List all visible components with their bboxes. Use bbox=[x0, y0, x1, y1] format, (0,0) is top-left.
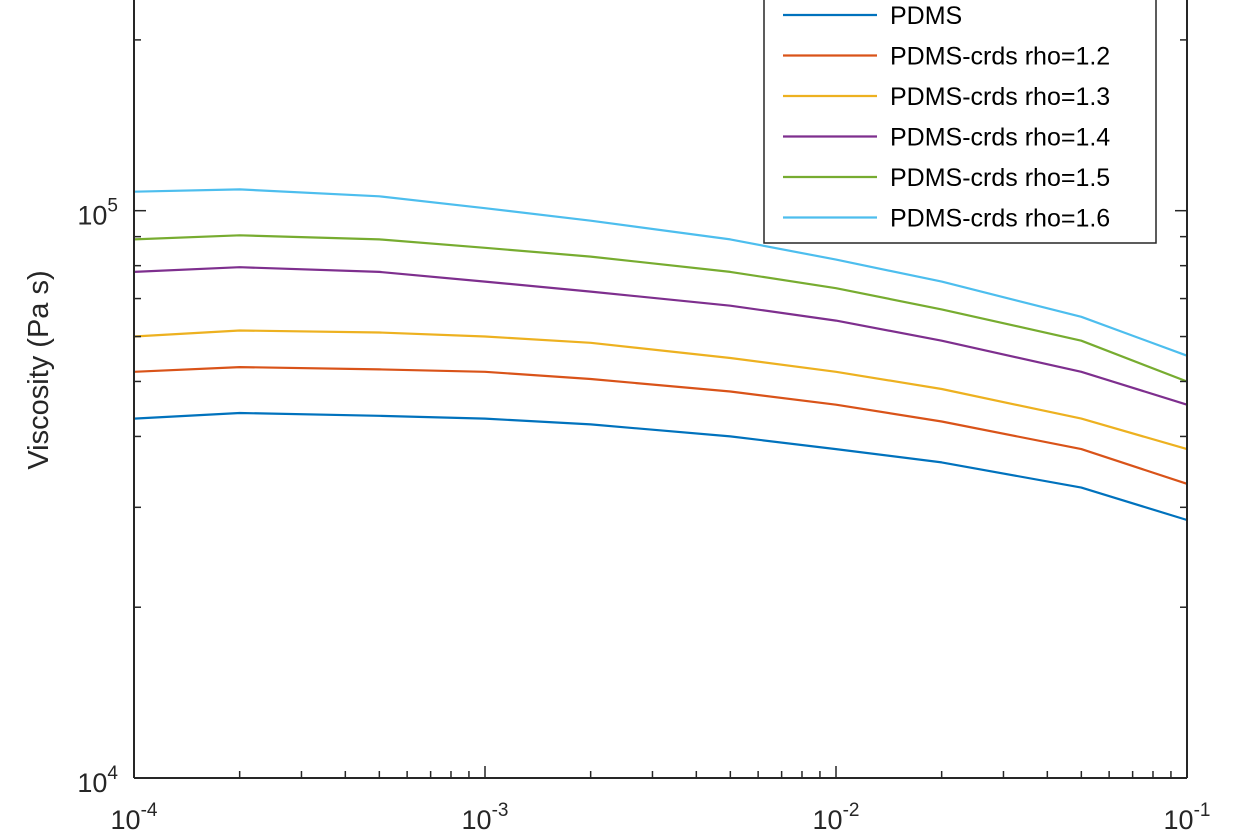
legend-box bbox=[763, 0, 1157, 244]
legend-label-1: PDMS bbox=[890, 2, 962, 30]
legend-label-5: PDMS-crds rho=1.5 bbox=[890, 164, 1110, 192]
legend-label-4: PDMS-crds rho=1.4 bbox=[890, 124, 1110, 152]
tick-marks bbox=[133, 39, 1188, 779]
x-tick-label: 10-3 bbox=[462, 800, 509, 834]
legend-label-6: PDMS-crds rho=1.6 bbox=[890, 205, 1110, 233]
series-line-6 bbox=[133, 188, 1188, 357]
series-line-5 bbox=[133, 234, 1188, 383]
x-tick-label: 10-1 bbox=[1164, 800, 1211, 834]
x-tick-label: 10-4 bbox=[111, 800, 158, 834]
series-line-2 bbox=[133, 366, 1188, 485]
legend-label-2: PDMS-crds rho=1.2 bbox=[890, 43, 1110, 71]
tick-labels: 10-4 10-3 10-2 10-1 104 105 bbox=[77, 196, 1210, 834]
legend-label-3: PDMS-crds rho=1.3 bbox=[890, 83, 1110, 111]
y-tick-label: 104 bbox=[77, 763, 118, 798]
series-line-3 bbox=[133, 329, 1188, 451]
legend: PDMS PDMS-crds rho=1.2 PDMS-crds rho=1.3 PD… bbox=[763, 0, 1157, 244]
series-layer bbox=[133, 188, 1188, 522]
x-tick-label: 10-2 bbox=[813, 800, 860, 834]
y-axis-label: Viscosity (Pa s) bbox=[23, 270, 55, 469]
series-line-1 bbox=[133, 411, 1188, 522]
axes bbox=[133, 0, 1188, 779]
series-line-4 bbox=[133, 266, 1188, 406]
y-tick-label: 105 bbox=[77, 196, 118, 231]
